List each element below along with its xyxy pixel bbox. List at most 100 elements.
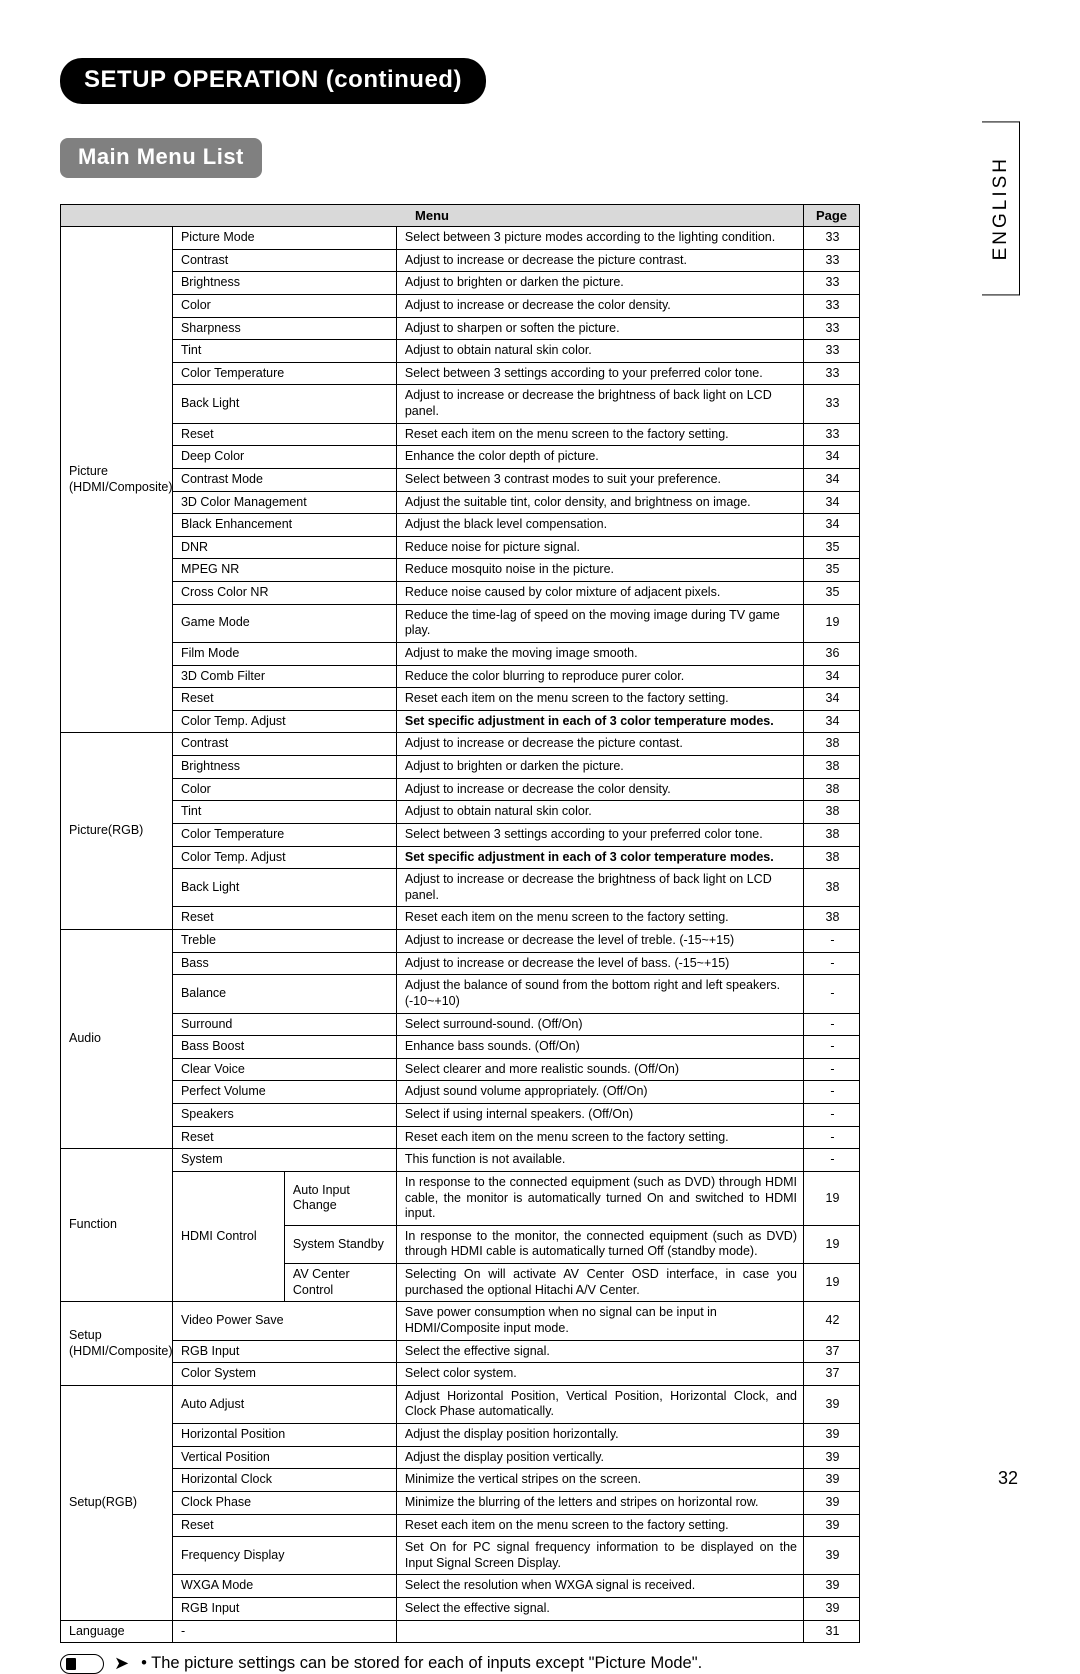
category-cell: Setup(RGB) [61, 1385, 173, 1620]
page-cell: 39 [804, 1575, 860, 1598]
item-cell: Color Temp. Adjust [172, 846, 396, 869]
description-cell: Minimize the blurring of the letters and… [396, 1491, 803, 1514]
page-cell: - [804, 975, 860, 1013]
item-cell: Bass Boost [172, 1036, 396, 1059]
page-cell: 39 [804, 1598, 860, 1621]
table-row: Picture (HDMI/Composite)Picture ModeSele… [61, 227, 860, 250]
page-cell: 19 [804, 604, 860, 642]
description-cell: Reduce mosquito noise in the picture. [396, 559, 803, 582]
category-cell: Picture (HDMI/Composite) [61, 227, 173, 733]
description-cell: Select between 3 picture modes according… [396, 227, 803, 250]
description-cell: Reduce noise caused by color mixture of … [396, 582, 803, 605]
page-cell: 33 [804, 362, 860, 385]
page-cell: - [804, 1036, 860, 1059]
description-cell: Adjust to increase or decrease the color… [396, 778, 803, 801]
description-cell: Select if using internal speakers. (Off/… [396, 1104, 803, 1127]
description-cell: This function is not available. [396, 1149, 803, 1172]
description-cell: Reset each item on the menu screen to th… [396, 907, 803, 930]
page-cell: - [804, 1104, 860, 1127]
description-cell: Adjust to obtain natural skin color. [396, 340, 803, 363]
page-cell: - [804, 1081, 860, 1104]
page-cell: 19 [804, 1225, 860, 1263]
table-row: SharpnessAdjust to sharpen or soften the… [61, 317, 860, 340]
table-row: ResetReset each item on the menu screen … [61, 423, 860, 446]
item-cell: RGB Input [172, 1598, 396, 1621]
table-row: BalanceAdjust the balance of sound from … [61, 975, 860, 1013]
description-cell: Adjust the display position vertically. [396, 1446, 803, 1469]
table-row: BassAdjust to increase or decrease the l… [61, 952, 860, 975]
page-cell: 34 [804, 688, 860, 711]
item-cell: WXGA Mode [172, 1575, 396, 1598]
description-cell: Set speciﬁc adjustment in each of 3 colo… [396, 846, 803, 869]
page-cell: 34 [804, 446, 860, 469]
table-row: Color SystemSelect color system.37 [61, 1363, 860, 1386]
table-row: Setup(RGB)Auto AdjustAdjust Horizontal P… [61, 1385, 860, 1423]
subitem-cell: Auto Input Change [284, 1171, 396, 1225]
table-row: Color TemperatureSelect between 3 settin… [61, 823, 860, 846]
description-cell: Adjust to increase or decrease the brigh… [396, 869, 803, 907]
item-cell: Contrast [172, 733, 396, 756]
page-cell: 36 [804, 642, 860, 665]
item-cell: Brightness [172, 272, 396, 295]
page-cell: 33 [804, 272, 860, 295]
category-cell: Audio [61, 930, 173, 1149]
item-cell: System [172, 1149, 396, 1172]
item-cell: 3D Color Management [172, 491, 396, 514]
page-cell: 35 [804, 536, 860, 559]
category-cell: Setup (HDMI/Composite) [61, 1302, 173, 1386]
table-row: SpeakersSelect if using internal speaker… [61, 1104, 860, 1127]
page-cell: 39 [804, 1446, 860, 1469]
description-cell: Adjust to make the moving image smooth. [396, 642, 803, 665]
page-cell: 39 [804, 1514, 860, 1537]
table-row: Deep ColorEnhance the color depth of pic… [61, 446, 860, 469]
table-row: Clear VoiceSelect clearer and more reali… [61, 1058, 860, 1081]
table-row: Setup (HDMI/Composite)Video Power SaveSa… [61, 1302, 860, 1340]
table-row: SurroundSelect surround-sound. (Off/On)- [61, 1013, 860, 1036]
item-cell: RGB Input [172, 1340, 396, 1363]
description-cell: Set On for PC signal frequency informati… [396, 1537, 803, 1575]
header-menu: Menu [61, 205, 804, 227]
footnote-row: ➤ • The picture settings can be stored f… [60, 1653, 1020, 1674]
page-cell: 33 [804, 317, 860, 340]
description-cell: Adjust the suitable tint, color density,… [396, 491, 803, 514]
subitem-cell: System Standby [284, 1225, 396, 1263]
category-cell: Picture(RGB) [61, 733, 173, 930]
item-cell: Reset [172, 423, 396, 446]
description-cell: Adjust the black level compensation. [396, 514, 803, 537]
description-cell: Reduce noise for picture signal. [396, 536, 803, 559]
table-row: Game ModeReduce the time-lag of speed on… [61, 604, 860, 642]
description-cell: Reset each item on the menu screen to th… [396, 688, 803, 711]
item-cell: Reset [172, 1514, 396, 1537]
page-cell: 38 [804, 756, 860, 779]
page-cell: 39 [804, 1491, 860, 1514]
table-row: RGB InputSelect the effective signal.39 [61, 1598, 860, 1621]
page-cell: 34 [804, 665, 860, 688]
item-cell: Clear Voice [172, 1058, 396, 1081]
description-cell: Select between 3 settings according to y… [396, 362, 803, 385]
description-cell: Selecting On will activate AV Center OSD… [396, 1264, 803, 1302]
item-cell: 3D Comb Filter [172, 665, 396, 688]
item-cell: Back Light [172, 385, 396, 423]
description-cell: Adjust to brighten or darken the picture… [396, 272, 803, 295]
table-row: Color Temp. AdjustSet speciﬁc adjustment… [61, 846, 860, 869]
item-cell: Tint [172, 340, 396, 363]
table-row: Black EnhancementAdjust the black level … [61, 514, 860, 537]
table-row: Color TemperatureSelect between 3 settin… [61, 362, 860, 385]
table-row: BrightnessAdjust to brighten or darken t… [61, 756, 860, 779]
page-cell: 39 [804, 1424, 860, 1447]
description-cell: Reset each item on the menu screen to th… [396, 1126, 803, 1149]
description-cell: Select the effective signal. [396, 1340, 803, 1363]
item-cell: - [172, 1620, 396, 1643]
item-cell: Reset [172, 1126, 396, 1149]
item-cell: Black Enhancement [172, 514, 396, 537]
table-row: BrightnessAdjust to brighten or darken t… [61, 272, 860, 295]
description-cell: Select between 3 settings according to y… [396, 823, 803, 846]
page-cell: 37 [804, 1340, 860, 1363]
table-row: Language-31 [61, 1620, 860, 1643]
description-cell: Reset each item on the menu screen to th… [396, 423, 803, 446]
description-cell: Adjust to increase or decrease the pictu… [396, 733, 803, 756]
page-cell: 42 [804, 1302, 860, 1340]
description-cell: Adjust to obtain natural skin color. [396, 801, 803, 824]
page-cell: 38 [804, 869, 860, 907]
description-cell: Adjust to increase or decrease the brigh… [396, 385, 803, 423]
